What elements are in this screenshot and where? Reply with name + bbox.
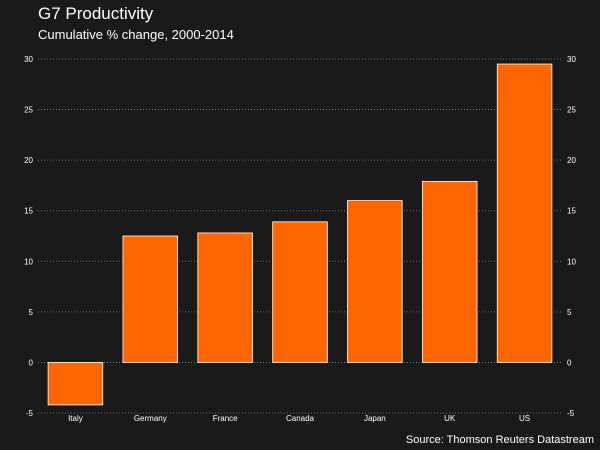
x-tick-label: France: [213, 414, 238, 423]
bar-italy: [47, 362, 104, 406]
y-tick-label-left: 10: [24, 257, 33, 266]
bar-japan: [347, 200, 403, 363]
x-tick-label: Italy: [68, 414, 83, 423]
y-axis-right: -5 0 5 10 15 20 25 30: [567, 55, 576, 418]
x-axis: Italy Germany France Canada Japan UK US: [68, 414, 530, 423]
y-tick-label-right: 30: [567, 55, 576, 64]
bar-canada: [272, 221, 328, 363]
y-tick-label-left: 20: [24, 156, 33, 165]
y-tick-label-right: 0: [567, 358, 572, 367]
y-tick-label-left: 0: [29, 358, 34, 367]
bar-us: [496, 63, 553, 363]
y-tick-label-right: 25: [567, 106, 576, 115]
source-note: Source: Thomson Reuters Datastream: [405, 434, 594, 446]
y-tick-label-right: 20: [567, 156, 576, 165]
y-tick-label-right: -5: [567, 409, 575, 418]
y-tick-label-right: 10: [567, 257, 576, 266]
bar-germany: [122, 235, 179, 363]
y-tick-label-right: 15: [567, 207, 576, 216]
bars: [47, 63, 553, 406]
x-tick-label: UK: [444, 414, 456, 423]
chart-title: G7 Productivity: [38, 4, 154, 23]
y-tick-label-left: 30: [24, 55, 33, 64]
x-tick-label: Germany: [134, 414, 167, 423]
x-tick-label: Canada: [286, 414, 315, 423]
chart-subtitle: Cumulative % change, 2000-2014: [38, 27, 234, 42]
y-tick-label-left: 25: [24, 106, 33, 115]
y-tick-label-right: 5: [567, 308, 572, 317]
bar-uk: [421, 180, 478, 363]
y-tick-label-left: -5: [26, 409, 34, 418]
y-tick-label-left: 5: [29, 308, 34, 317]
y-axis-left: -5 0 5 10 15 20 25 30: [24, 55, 33, 418]
x-tick-label: Japan: [364, 414, 386, 423]
y-tick-label-left: 15: [24, 207, 33, 216]
bar-france: [197, 232, 253, 363]
x-tick-label: US: [519, 414, 530, 423]
